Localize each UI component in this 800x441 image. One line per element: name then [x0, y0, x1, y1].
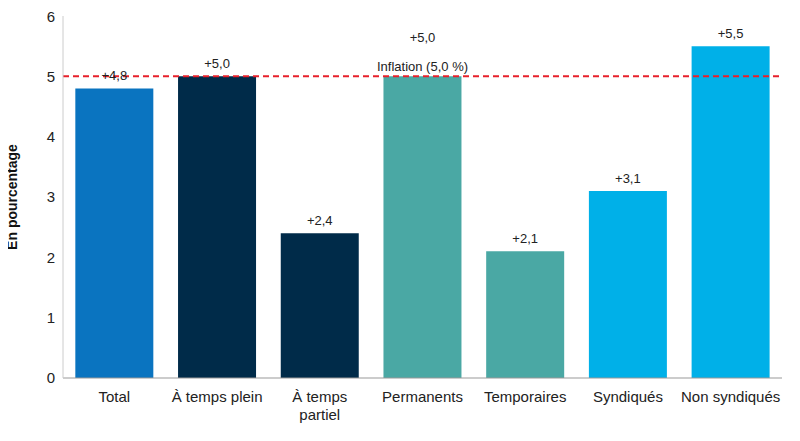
svg-text:+5,0: +5,0: [410, 30, 436, 45]
svg-text:Total: Total: [99, 388, 131, 405]
svg-text:+5,0: +5,0: [204, 56, 230, 71]
svg-text:6: 6: [47, 8, 55, 25]
svg-text:4: 4: [47, 128, 55, 145]
svg-text:+4,8: +4,8: [101, 68, 127, 83]
svg-text:+2,1: +2,1: [512, 231, 538, 246]
svg-text:+2,4: +2,4: [307, 213, 333, 228]
svg-text:+3,1: +3,1: [615, 171, 641, 186]
svg-text:1: 1: [47, 309, 55, 326]
svg-text:Inflation (5,0 %): Inflation (5,0 %): [377, 59, 468, 74]
svg-text:En pourcentage: En pourcentage: [8, 144, 20, 250]
svg-text:À tempspartiel: À tempspartiel: [292, 388, 347, 423]
svg-text:Permanents: Permanents: [382, 388, 463, 405]
svg-text:2: 2: [47, 249, 55, 266]
svg-text:À temps plein: À temps plein: [172, 388, 263, 405]
svg-text:Non syndiqués: Non syndiqués: [681, 388, 780, 405]
svg-text:+5,5: +5,5: [718, 26, 744, 41]
svg-text:Temporaires: Temporaires: [484, 388, 567, 405]
svg-text:3: 3: [47, 188, 55, 205]
svg-text:5: 5: [47, 68, 55, 85]
svg-text:0: 0: [47, 369, 55, 386]
svg-text:Syndiqués: Syndiqués: [593, 388, 663, 405]
